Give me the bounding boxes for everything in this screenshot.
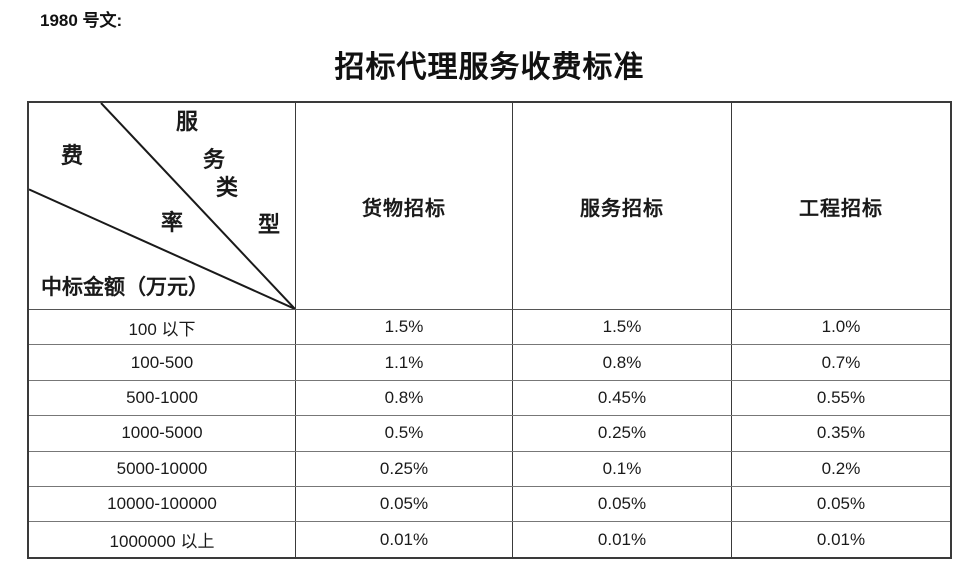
corner-service-type-char: 服 bbox=[176, 109, 199, 134]
table-row: 1000000 以上 0.01% 0.01% 0.01% bbox=[29, 522, 950, 557]
rate-cell: 0.25% bbox=[296, 451, 513, 486]
rate-cell: 0.5% bbox=[296, 416, 513, 451]
rate-cell: 0.55% bbox=[816, 387, 866, 407]
fee-table: 服 务 类 型 费 率 中标金额（万元） 货物招标 服务招标 工程招标 100 … bbox=[27, 101, 952, 559]
rate-cell: 0.01% bbox=[513, 522, 732, 557]
rate-cell: 0.1% bbox=[513, 451, 732, 486]
column-header-services: 服务招标 bbox=[513, 103, 732, 309]
table-row: 100-500 1.1% 0.8% 0.7% bbox=[29, 345, 950, 381]
corner-fee-rate-char: 费 bbox=[61, 143, 84, 168]
rate-cell: 0.05% bbox=[296, 486, 513, 522]
page-title: 招标代理服务收费标准 bbox=[334, 51, 645, 84]
column-header-engineering: 工程招标 bbox=[799, 197, 883, 220]
rate-cell: 1.1% bbox=[296, 345, 513, 380]
rate-cell: 0.01% bbox=[296, 522, 513, 557]
rate-cell: 0.8% bbox=[296, 380, 513, 416]
rate-cell: 0.7% bbox=[821, 352, 861, 372]
row-label-cell: 5000-10000 bbox=[29, 451, 296, 486]
rate-cell: 1.0% bbox=[821, 317, 861, 337]
table-row: 5000-10000 0.25% 0.1% 0.2% bbox=[29, 451, 950, 487]
rate-cell: 1.5% bbox=[513, 310, 732, 345]
rate-cell: 0.25% bbox=[513, 416, 732, 451]
row-label-cell: 100 以下 bbox=[29, 310, 296, 345]
rate-cell: 0.8% bbox=[513, 345, 732, 380]
corner-amount-label: 中标金额（万元） bbox=[41, 275, 209, 299]
rate-cell: 0.05% bbox=[513, 486, 732, 522]
corner-service-type-char: 型 bbox=[258, 212, 281, 237]
table-header-row: 服 务 类 型 费 率 中标金额（万元） 货物招标 服务招标 工程招标 bbox=[29, 103, 950, 310]
corner-header-cell: 服 务 类 型 费 率 中标金额（万元） bbox=[29, 103, 296, 309]
rate-cell: 0.35% bbox=[816, 423, 866, 443]
corner-service-type-char: 务 bbox=[203, 147, 226, 172]
table-row: 500-1000 0.8% 0.45% 0.55% bbox=[29, 380, 950, 417]
corner-service-type-char: 类 bbox=[216, 175, 239, 200]
row-label-cell: 1000000 以上 bbox=[29, 522, 296, 557]
rate-cell: 0.2% bbox=[821, 458, 861, 478]
diagonal-divider-lines-icon bbox=[29, 103, 295, 309]
table-row: 10000-100000 0.05% 0.05% 0.05% bbox=[29, 486, 950, 523]
rate-cell: 1.5% bbox=[296, 310, 513, 345]
row-label-cell: 10000-100000 bbox=[29, 486, 296, 522]
table-row: 1000-5000 0.5% 0.25% 0.35% bbox=[29, 416, 950, 452]
corner-fee-rate-char: 率 bbox=[161, 210, 184, 235]
rate-cell: 0.45% bbox=[513, 380, 732, 416]
column-header-goods: 货物招标 bbox=[296, 103, 513, 309]
rate-cell: 0.05% bbox=[816, 494, 866, 514]
document-ref-label: 1980 号文: bbox=[40, 11, 123, 30]
row-label-cell: 1000-5000 bbox=[29, 416, 296, 451]
row-label-cell: 100-500 bbox=[29, 345, 296, 380]
table-row: 100 以下 1.5% 1.5% 1.0% bbox=[29, 310, 950, 346]
row-label-cell: 500-1000 bbox=[29, 380, 296, 416]
rate-cell: 0.01% bbox=[816, 529, 866, 549]
